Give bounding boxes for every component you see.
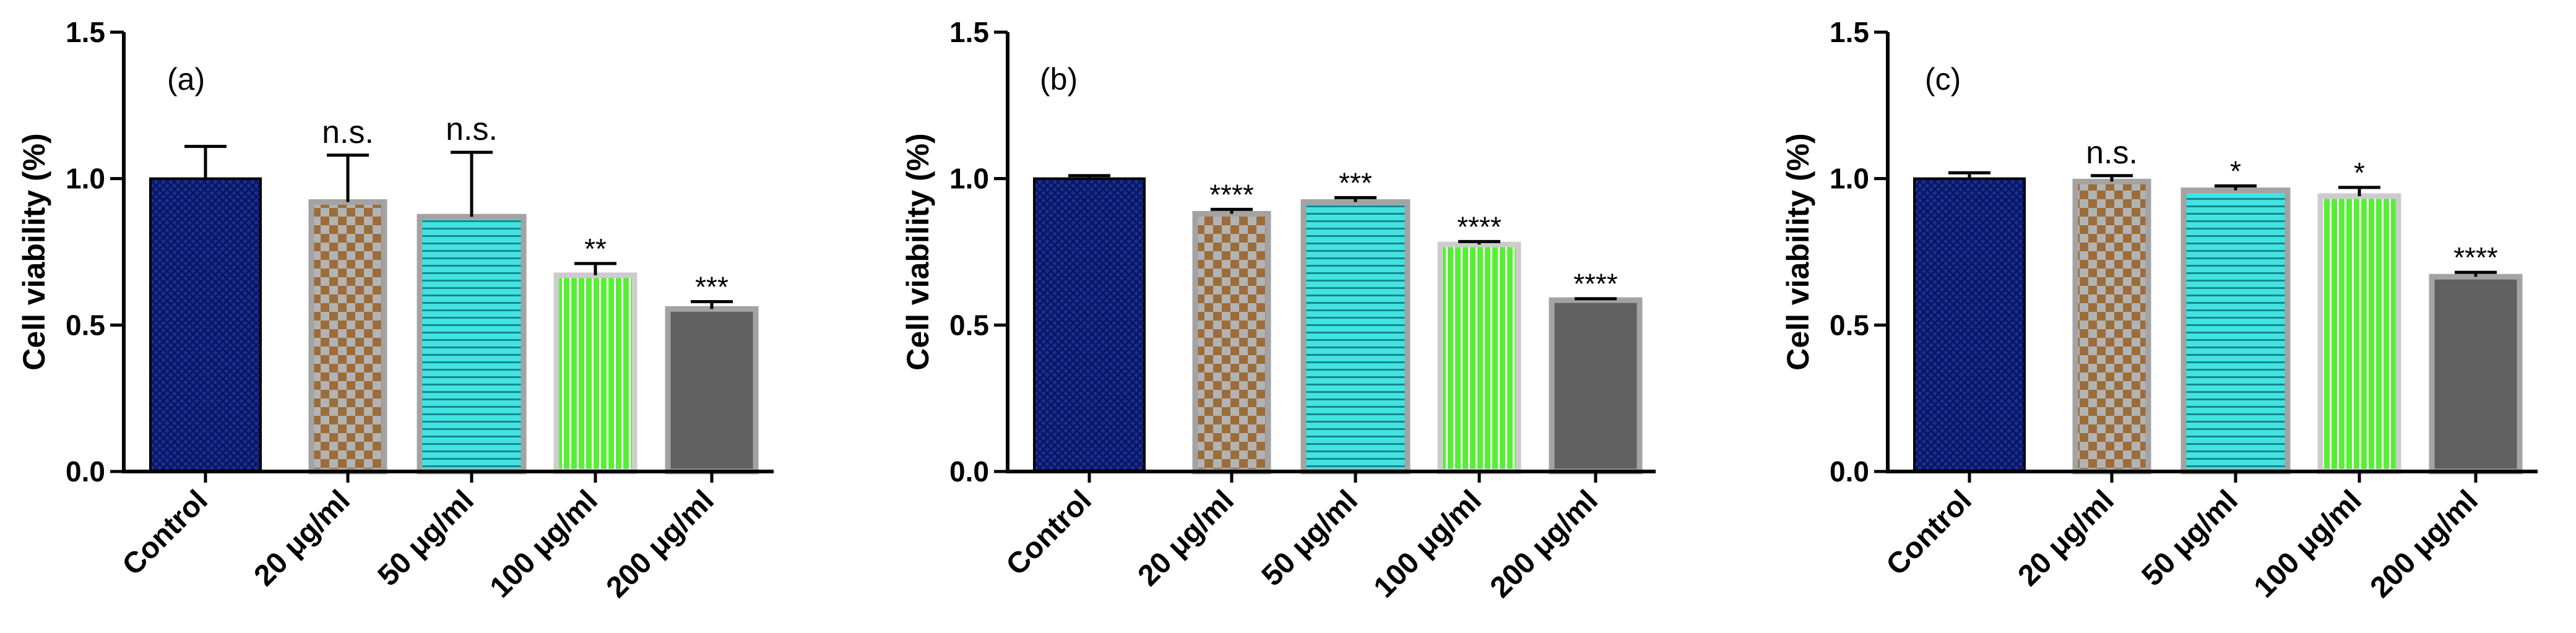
y-tick-label-1: 0.0: [949, 455, 989, 488]
category-label-5: 200 μg/ml: [1484, 484, 1604, 604]
y-tick-label-1: 0.0: [66, 455, 105, 488]
bar-5: [1549, 297, 1643, 475]
bar-3: [417, 213, 527, 475]
y-axis-title: Cell viability (%): [17, 133, 51, 370]
significance-label-5: ***: [695, 270, 728, 303]
panel-label: (a): [167, 62, 205, 97]
significance-label-3: n.s.: [446, 111, 498, 147]
panel-label: (b): [1040, 62, 1078, 97]
category-label-5: 200 μg/ml: [2364, 484, 2484, 604]
bar-4: [553, 272, 638, 475]
category-label-3: 50 μg/ml: [372, 484, 480, 592]
y-tick-label-4: 1.5: [1830, 16, 1869, 48]
y-tick-label-3: 1.0: [66, 163, 105, 195]
category-label-1: Control: [116, 484, 214, 582]
category-label-4: 100 μg/ml: [1368, 484, 1488, 604]
bar-1: [1913, 177, 2026, 473]
y-tick-label-3: 1.0: [1830, 163, 1869, 195]
bar-2: [1192, 210, 1271, 475]
bar-5: [665, 306, 759, 475]
significance-label-3: ***: [1339, 166, 1372, 199]
chart-panel-3: Control n.s. 20 μg/ml * 50 μg/ml * 100 μg/ml **…: [1781, 16, 2538, 604]
y-tick-label-4: 1.5: [66, 16, 105, 48]
y-tick-label-4: 1.5: [949, 16, 989, 48]
category-label-5: 200 μg/ml: [600, 484, 720, 604]
significance-label-5: ****: [2453, 241, 2498, 273]
category-label-1: Control: [1880, 484, 1978, 582]
category-label-2: 20 μg/ml: [2012, 484, 2120, 592]
significance-label-4: *: [2354, 157, 2365, 189]
significance-label-3: *: [2230, 155, 2241, 187]
bar-4: [2317, 193, 2401, 475]
chart-panel-1: Control n.s. 20 μg/ml n.s. 50 μg/ml ** 100 μg/…: [17, 16, 774, 604]
bar-4: [1437, 241, 1521, 475]
category-label-1: Control: [1000, 484, 1098, 582]
y-axis-title: Cell viability (%): [901, 133, 935, 370]
significance-label-4: **: [584, 233, 607, 265]
significance-label-2: n.s.: [322, 114, 374, 150]
bar-3: [1300, 199, 1411, 475]
y-tick-label-2: 0.5: [1830, 309, 1869, 341]
category-label-4: 100 μg/ml: [484, 484, 604, 604]
category-label-3: 50 μg/ml: [1256, 484, 1364, 592]
significance-label-4: ****: [1457, 210, 1502, 243]
chart-panel-2: Control **** 20 μg/ml *** 50 μg/ml **** 100 μg…: [901, 16, 1656, 604]
y-tick-label-2: 0.5: [66, 309, 105, 341]
panel-label: (c): [1925, 62, 1961, 97]
y-axis-title: Cell viability (%): [1781, 133, 1815, 370]
bar-1: [1033, 177, 1146, 473]
significance-label-2: ****: [1209, 178, 1254, 210]
significance-label-2: n.s.: [2086, 135, 2138, 171]
significance-label-5: ****: [1573, 268, 1618, 300]
bar-5: [2429, 273, 2523, 475]
bar-3: [2181, 187, 2291, 475]
bar-1: [149, 177, 262, 473]
category-label-2: 20 μg/ml: [1132, 484, 1240, 592]
bar-2: [308, 199, 387, 475]
category-label-3: 50 μg/ml: [2136, 484, 2244, 592]
category-label-2: 20 μg/ml: [248, 484, 357, 592]
y-tick-label-3: 1.0: [949, 163, 989, 195]
bar-2: [2072, 178, 2151, 475]
category-label-4: 100 μg/ml: [2248, 484, 2368, 604]
y-tick-label-2: 0.5: [949, 309, 989, 341]
y-tick-label-1: 0.0: [1830, 455, 1869, 488]
